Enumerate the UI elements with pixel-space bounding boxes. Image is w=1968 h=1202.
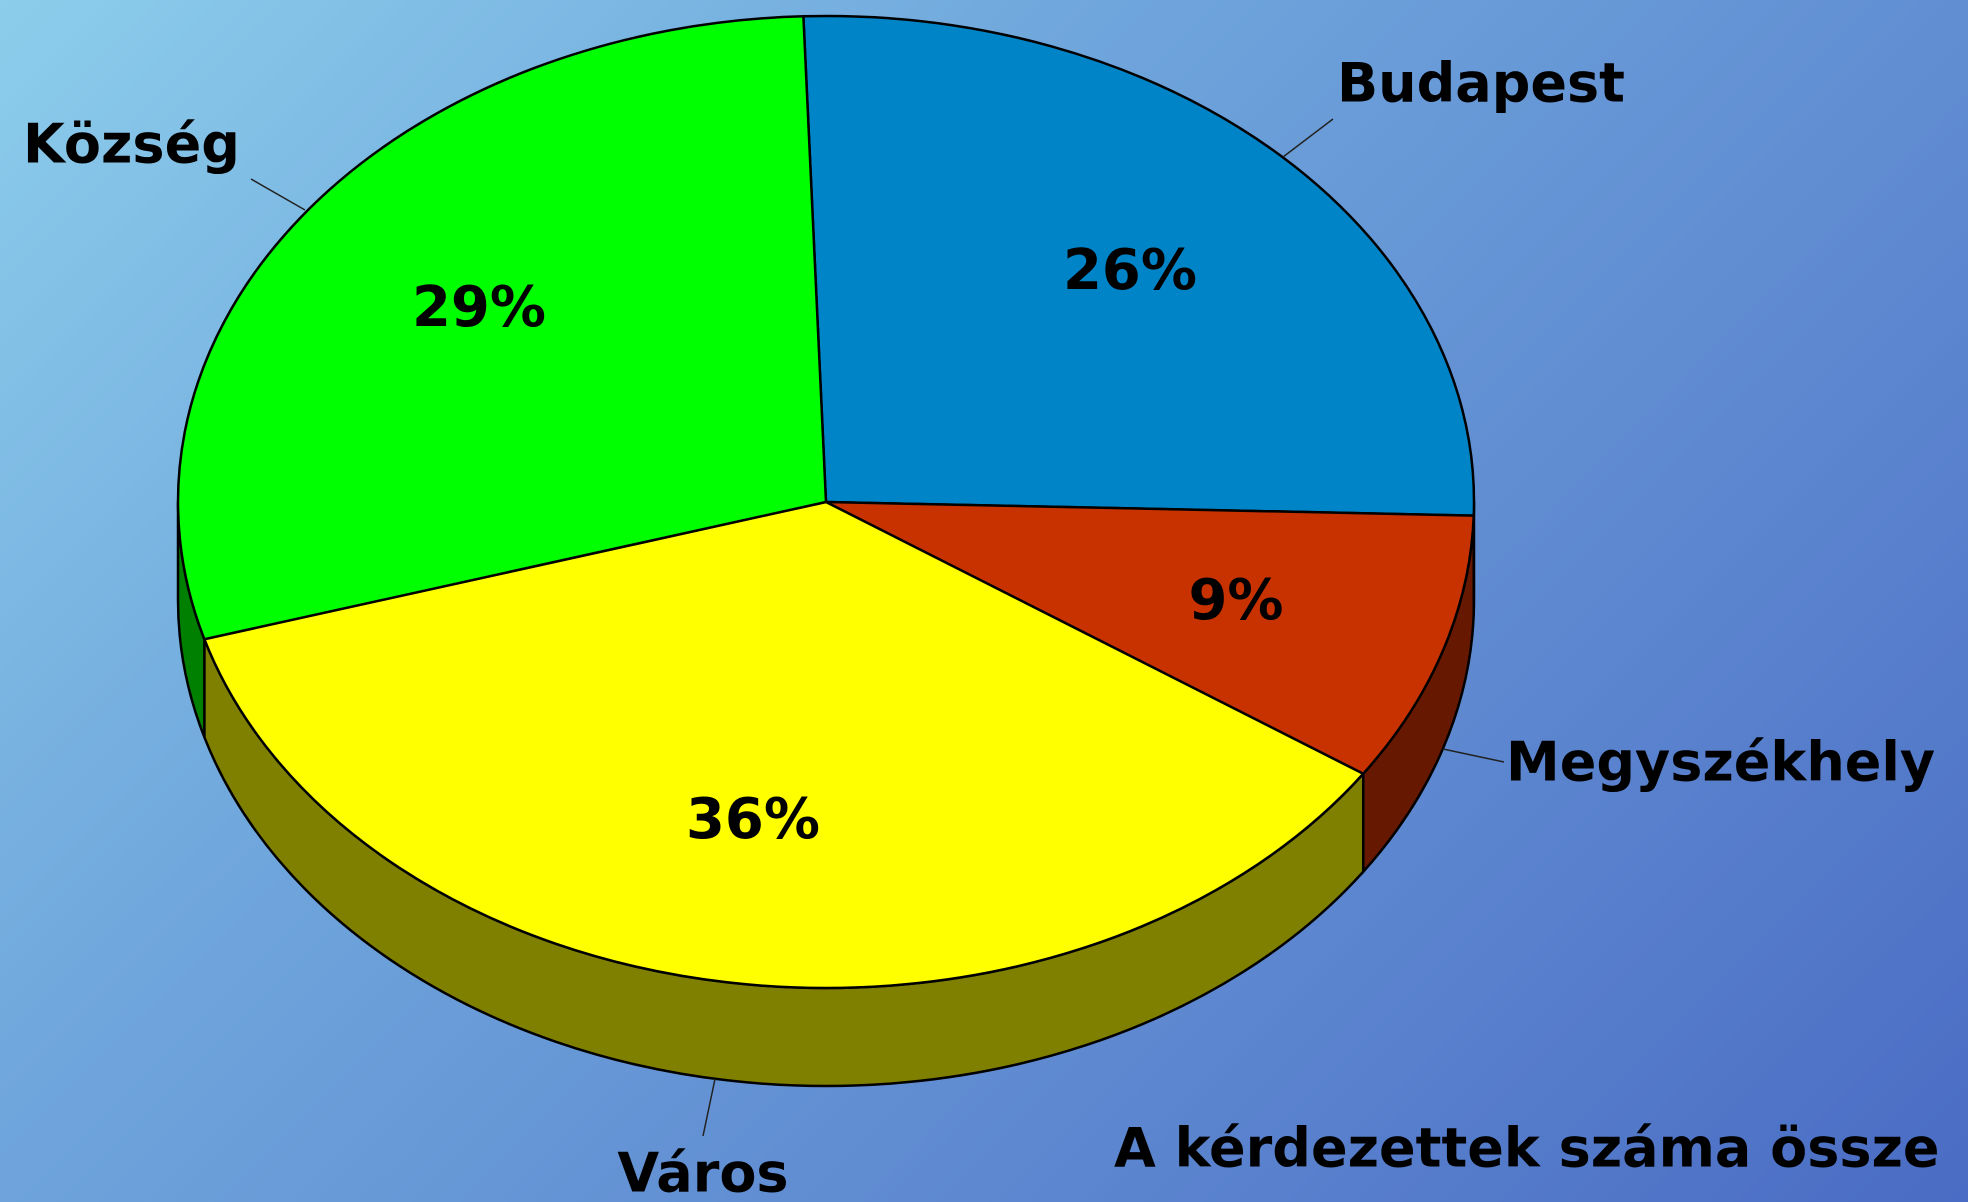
leader-line xyxy=(1442,748,1505,763)
category-label: Város xyxy=(617,1142,788,1202)
category-label: Budapest xyxy=(1337,52,1625,115)
slice xyxy=(202,500,1366,990)
slice xyxy=(802,14,1476,517)
value-label: 29% xyxy=(412,275,546,340)
leader-line xyxy=(1282,118,1334,158)
value-label: 36% xyxy=(686,787,820,852)
slice xyxy=(176,15,828,641)
tops xyxy=(176,14,1476,990)
note: A kérdezettek száma össze xyxy=(1114,1117,1940,1180)
leader-line xyxy=(702,1078,716,1137)
category-label: Megyszékhely xyxy=(1506,731,1935,794)
slice xyxy=(825,500,1476,776)
value-label: 9% xyxy=(1188,568,1283,633)
category-label: Község xyxy=(23,113,240,176)
leader-line xyxy=(250,178,306,211)
value-label: 26% xyxy=(1063,238,1197,303)
